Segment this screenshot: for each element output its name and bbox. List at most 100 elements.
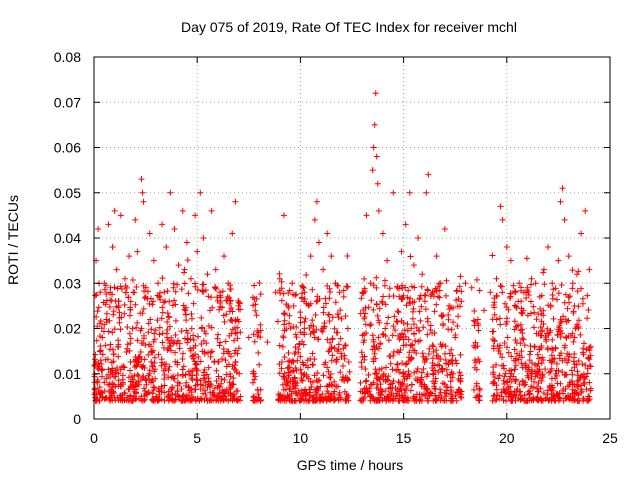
data-point bbox=[286, 312, 293, 319]
data-point bbox=[536, 293, 543, 300]
data-point bbox=[137, 310, 144, 317]
data-point bbox=[231, 350, 238, 357]
data-point bbox=[192, 386, 199, 393]
data-point bbox=[286, 320, 293, 327]
data-point bbox=[456, 283, 463, 290]
data-point bbox=[172, 396, 179, 403]
data-point bbox=[95, 360, 102, 367]
data-point bbox=[112, 373, 119, 380]
data-point bbox=[201, 366, 208, 373]
data-point bbox=[180, 363, 187, 370]
data-point bbox=[501, 340, 508, 347]
data-point bbox=[325, 311, 332, 318]
data-point bbox=[516, 381, 523, 388]
data-point bbox=[540, 390, 547, 397]
data-point bbox=[199, 324, 206, 331]
data-point bbox=[339, 374, 346, 381]
data-point bbox=[565, 253, 572, 260]
data-point bbox=[508, 353, 515, 360]
data-point bbox=[119, 379, 126, 386]
data-point bbox=[376, 319, 383, 326]
data-point bbox=[161, 375, 168, 382]
data-point bbox=[195, 333, 202, 340]
data-point bbox=[374, 385, 381, 392]
data-point bbox=[141, 388, 148, 395]
data-point bbox=[359, 332, 366, 339]
data-point bbox=[140, 332, 147, 339]
data-point bbox=[474, 316, 481, 323]
data-point bbox=[299, 359, 306, 366]
data-point bbox=[516, 280, 523, 287]
data-point bbox=[563, 318, 570, 325]
data-point bbox=[420, 324, 427, 331]
data-point bbox=[236, 370, 243, 377]
data-point bbox=[435, 369, 442, 376]
data-point bbox=[552, 344, 559, 351]
data-point bbox=[392, 327, 399, 334]
data-point bbox=[149, 301, 156, 308]
data-point bbox=[430, 348, 437, 355]
data-point bbox=[498, 283, 505, 290]
data-point bbox=[163, 244, 170, 251]
data-point bbox=[193, 377, 200, 384]
data-point bbox=[211, 385, 218, 392]
data-point bbox=[138, 339, 145, 346]
data-point bbox=[395, 397, 402, 404]
data-point bbox=[278, 365, 285, 372]
y-tick-label: 0.08 bbox=[54, 49, 81, 65]
data-point bbox=[129, 381, 136, 388]
data-point bbox=[358, 295, 365, 302]
data-point bbox=[429, 330, 436, 337]
data-point bbox=[562, 316, 569, 323]
data-point bbox=[553, 360, 560, 367]
data-point bbox=[171, 338, 178, 345]
data-point bbox=[229, 308, 236, 315]
data-point bbox=[424, 286, 431, 293]
data-point bbox=[472, 359, 479, 366]
data-point bbox=[337, 369, 344, 376]
data-point bbox=[418, 283, 425, 290]
data-point bbox=[217, 339, 224, 346]
data-point bbox=[440, 322, 447, 329]
y-tick-label: 0 bbox=[73, 411, 81, 427]
data-point bbox=[344, 377, 351, 384]
data-point bbox=[96, 320, 103, 327]
data-point bbox=[515, 356, 522, 363]
data-point bbox=[566, 293, 573, 300]
data-point bbox=[481, 307, 488, 314]
data-point bbox=[457, 393, 464, 400]
data-point bbox=[166, 298, 173, 305]
data-point bbox=[530, 394, 537, 401]
data-point bbox=[140, 362, 147, 369]
data-point bbox=[107, 284, 114, 291]
data-point bbox=[216, 306, 223, 313]
data-point bbox=[135, 373, 142, 380]
data-point bbox=[448, 369, 455, 376]
data-point bbox=[452, 357, 459, 364]
data-point bbox=[540, 357, 547, 364]
data-point bbox=[290, 291, 297, 298]
data-point bbox=[280, 334, 287, 341]
data-point bbox=[301, 318, 308, 325]
data-point bbox=[184, 339, 191, 346]
data-point bbox=[158, 356, 165, 363]
data-point bbox=[395, 332, 402, 339]
data-point bbox=[303, 373, 310, 380]
data-point bbox=[413, 350, 420, 357]
data-point bbox=[148, 358, 155, 365]
data-point bbox=[393, 367, 400, 374]
data-point bbox=[172, 349, 179, 356]
data-point bbox=[335, 383, 342, 390]
data-point bbox=[96, 384, 103, 391]
data-point bbox=[276, 342, 283, 349]
data-point bbox=[448, 346, 455, 353]
data-point bbox=[160, 344, 167, 351]
data-point bbox=[345, 376, 352, 383]
data-point bbox=[440, 312, 447, 319]
data-point bbox=[513, 323, 520, 330]
data-point bbox=[154, 280, 161, 287]
data-point bbox=[535, 311, 542, 318]
data-point bbox=[108, 369, 115, 376]
data-point bbox=[140, 305, 147, 312]
data-point bbox=[507, 290, 514, 297]
